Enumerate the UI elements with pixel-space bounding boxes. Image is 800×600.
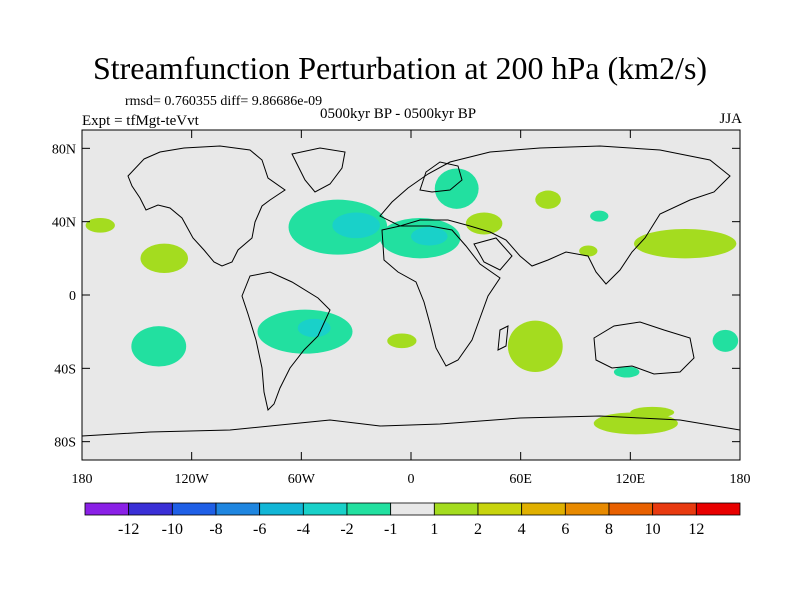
colorbar-box: [128, 502, 173, 516]
coastline-antarctica: [82, 415, 740, 437]
colorbar-box: [171, 502, 217, 516]
colorbar-box: [608, 502, 654, 516]
anomaly-region-4: [434, 168, 479, 209]
experiment-label: Expt = tfMgt-teVvt: [82, 113, 199, 129]
colorbar-box: [477, 502, 523, 516]
anomaly-region-18: [613, 366, 640, 378]
stats-line: rmsd= 0.760355 diff= 9.86686e-09: [125, 94, 323, 109]
lon-tick-label: 180: [730, 472, 751, 487]
colorbar-label: 10: [645, 521, 661, 538]
coastline-south-america: [241, 271, 331, 411]
lon-tick-label: 120W: [175, 472, 210, 487]
coastlines: [82, 145, 740, 437]
colorbar-label: 4: [518, 521, 526, 538]
anomaly-region-20: [630, 406, 675, 418]
anomaly-region-15: [712, 329, 739, 352]
colorbar-label: -4: [297, 521, 310, 538]
colorbar-box: [390, 502, 435, 516]
anomaly-region-5: [465, 212, 503, 235]
lat-tick-label: 40N: [52, 216, 76, 231]
anomaly-region-1: [332, 212, 380, 239]
anomaly-region-9: [633, 229, 737, 259]
colorbar-label: 1: [430, 521, 438, 538]
colorbar-label: -8: [209, 521, 222, 538]
anomaly-region-17: [507, 320, 563, 373]
lon-tick-label: 60W: [288, 472, 316, 487]
coastline-scandinavia: [419, 161, 463, 193]
anomaly-region-6: [535, 190, 561, 209]
period-label: 0500kyr BP - 0500kyr BP: [320, 106, 477, 122]
coastline-australia: [593, 321, 695, 375]
colorbar-box: [215, 502, 261, 516]
chart-title: Streamfunction Perturbation at 200 hPa (…: [92, 50, 708, 86]
anomaly-region-19: [593, 412, 678, 435]
colorbar-label: 2: [474, 521, 482, 538]
anomaly-region-14: [131, 326, 187, 367]
colorbar-label: -12: [118, 521, 139, 538]
anomaly-region-7: [590, 210, 609, 222]
anomaly-region-13: [297, 318, 331, 338]
coastline-arabia: [473, 237, 513, 271]
coastline-madagascar: [497, 325, 509, 351]
lat-tick-label: 80S: [54, 436, 76, 451]
colorbar-box: [302, 502, 348, 516]
anomaly-region-10: [85, 218, 115, 233]
coastline-africa: [381, 225, 501, 367]
colorbar-box: [521, 502, 566, 516]
colorbar-label: -10: [162, 521, 183, 538]
colorbar-box: [259, 502, 304, 516]
colorbar-label: -6: [253, 521, 266, 538]
colorbar: -12 -10 -8 -6 -4 -2 -1 1 2 4 6 8 10 12: [84, 502, 741, 538]
colorbar-box: [695, 502, 741, 516]
colorbar-box: [346, 502, 392, 516]
coastline-eurasia: [379, 145, 731, 285]
colorbar-box: [564, 502, 610, 516]
axis-ticks: 80N 40N 0 40S 80S 180 120W 60W 0 60E 120E 180: [52, 130, 751, 487]
anomaly-region-11: [140, 243, 189, 273]
lat-tick-label: 0: [69, 289, 76, 304]
coastline-greenland: [291, 147, 346, 193]
colorbar-box: [433, 502, 479, 516]
colorbar-label: 8: [605, 521, 613, 538]
lon-tick-label: 120E: [616, 472, 646, 487]
lat-tick-label: 40S: [54, 362, 76, 377]
colorbar-label: 6: [561, 521, 569, 538]
colorbar-label: -2: [340, 521, 353, 538]
season-label: JJA: [719, 111, 742, 127]
anomaly-region-8: [579, 245, 598, 257]
lon-tick-label: 0: [408, 472, 415, 487]
lon-tick-label: 60E: [509, 472, 532, 487]
anomaly-contours: [85, 168, 739, 435]
anomaly-region-16: [387, 333, 417, 349]
colorbar-box: [84, 502, 130, 516]
lon-tick-label: 180: [72, 472, 93, 487]
colorbar-label: -1: [384, 521, 397, 538]
plot-background: [82, 130, 740, 460]
lat-tick-label: 80N: [52, 142, 76, 157]
colorbar-box: [652, 502, 697, 516]
coastline-north-america: [127, 145, 286, 267]
colorbar-label: 12: [688, 521, 704, 538]
anomaly-region-3: [411, 227, 448, 246]
